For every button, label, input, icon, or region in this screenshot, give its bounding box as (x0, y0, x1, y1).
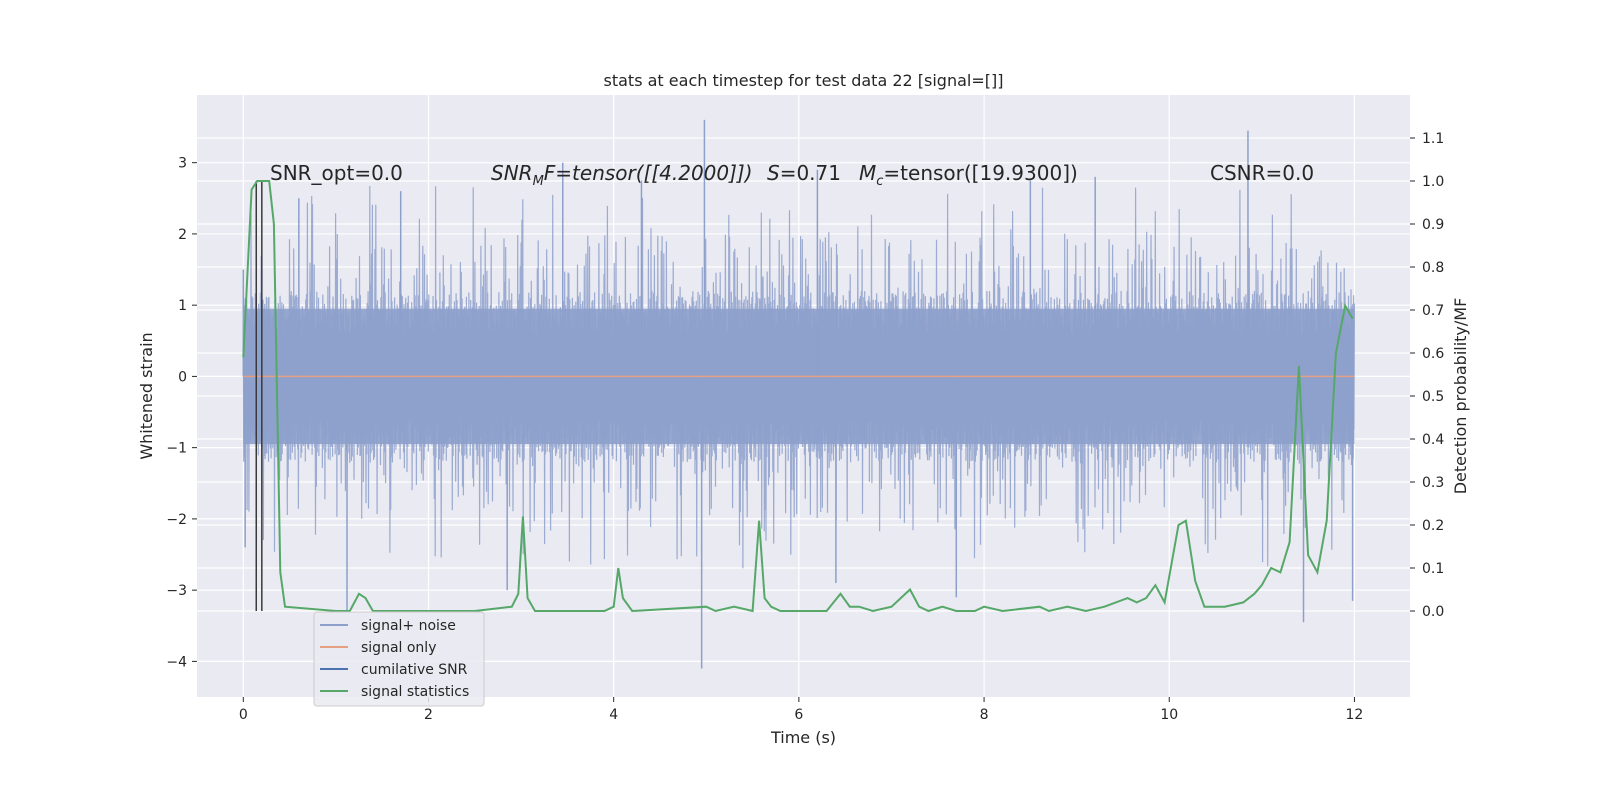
y2-axis-label: Detection probability/MF (1451, 298, 1470, 495)
mc-value: =tensor([19.9300]) (883, 161, 1077, 185)
x-tick-label: 6 (794, 707, 803, 723)
y2-axis-ticks: 0.0 0.1 0.2 0.3 0.4 0.5 0.6 0.7 0.8 0.9 1.0 1.1 (1410, 131, 1444, 620)
y-tick-label: −4 (166, 654, 187, 670)
legend: signal+ noise signal only cumilative SNR si… (313, 611, 485, 707)
mc-label: M (859, 161, 876, 185)
y-tick-label: −3 (166, 583, 187, 599)
snr-mf-sub: M (533, 174, 544, 189)
y2-tick-label: 0.4 (1422, 432, 1444, 448)
series-lines (242, 180, 1355, 613)
chart-title: stats at each timestep for test data 22 … (604, 71, 1004, 90)
x-axis-ticks: 0 2 4 6 8 10 12 (239, 697, 1364, 723)
y-tick-label: 0 (178, 369, 187, 385)
y2-tick-label: 0.8 (1422, 260, 1444, 276)
y-axis-ticks: −4 −3 −2 −1 0 1 2 3 (166, 156, 197, 670)
x-tick-label: 8 (980, 707, 989, 723)
y2-tick-label: 0.1 (1422, 561, 1444, 577)
y2-tick-label: 1.1 (1422, 131, 1444, 147)
y2-tick-label: 0.3 (1422, 475, 1444, 491)
y2-tick-label: 0.5 (1422, 389, 1444, 405)
annotation-snr-opt: SNR_opt=0.0 (270, 161, 403, 185)
y2-tick-label: 0.6 (1422, 346, 1444, 362)
legend-label: signal statistics (361, 684, 469, 700)
annotation-s: S=0.71 (767, 161, 841, 185)
x-axis-label: Time (s) (770, 728, 836, 747)
y-axis-label: Whitened strain (137, 332, 156, 459)
annotation-csnr: CSNR=0.0 (1210, 161, 1314, 185)
snr-mf-prefix: SNR (491, 161, 533, 185)
snr-mf-rest: F=tensor([[4.2000]]) (544, 161, 753, 185)
y2-tick-label: 0.0 (1422, 604, 1444, 620)
y-tick-label: 2 (178, 227, 187, 243)
x-tick-label: 2 (424, 707, 433, 723)
y2-tick-label: 0.9 (1422, 217, 1444, 233)
y2-tick-label: 0.2 (1422, 518, 1444, 534)
annotation-mc: Mc=tensor([19.9300]) (859, 161, 1078, 189)
x-tick-label: 0 (239, 707, 248, 723)
y-tick-label: 1 (178, 298, 187, 314)
s-value: =0.71 (780, 161, 841, 185)
x-tick-label: 4 (609, 707, 618, 723)
legend-label: signal+ noise (361, 618, 456, 634)
x-tick-label: 12 (1346, 707, 1364, 723)
y-tick-label: −2 (166, 512, 187, 528)
annotation-snr-mf: SNRMF=tensor([[4.2000]]) (491, 161, 753, 189)
legend-box (313, 611, 485, 707)
x-tick-label: 10 (1160, 707, 1178, 723)
y-tick-label: −1 (166, 441, 187, 457)
series-line-signal-statistics (242, 180, 1354, 613)
y-tick-label: 3 (178, 156, 187, 172)
y2-tick-label: 1.0 (1422, 174, 1444, 190)
legend-label: cumilative SNR (361, 662, 468, 678)
legend-label: signal only (361, 640, 436, 656)
y2-tick-label: 0.7 (1422, 303, 1444, 319)
mc-sub: c (876, 174, 883, 189)
s-label: S (767, 161, 780, 185)
